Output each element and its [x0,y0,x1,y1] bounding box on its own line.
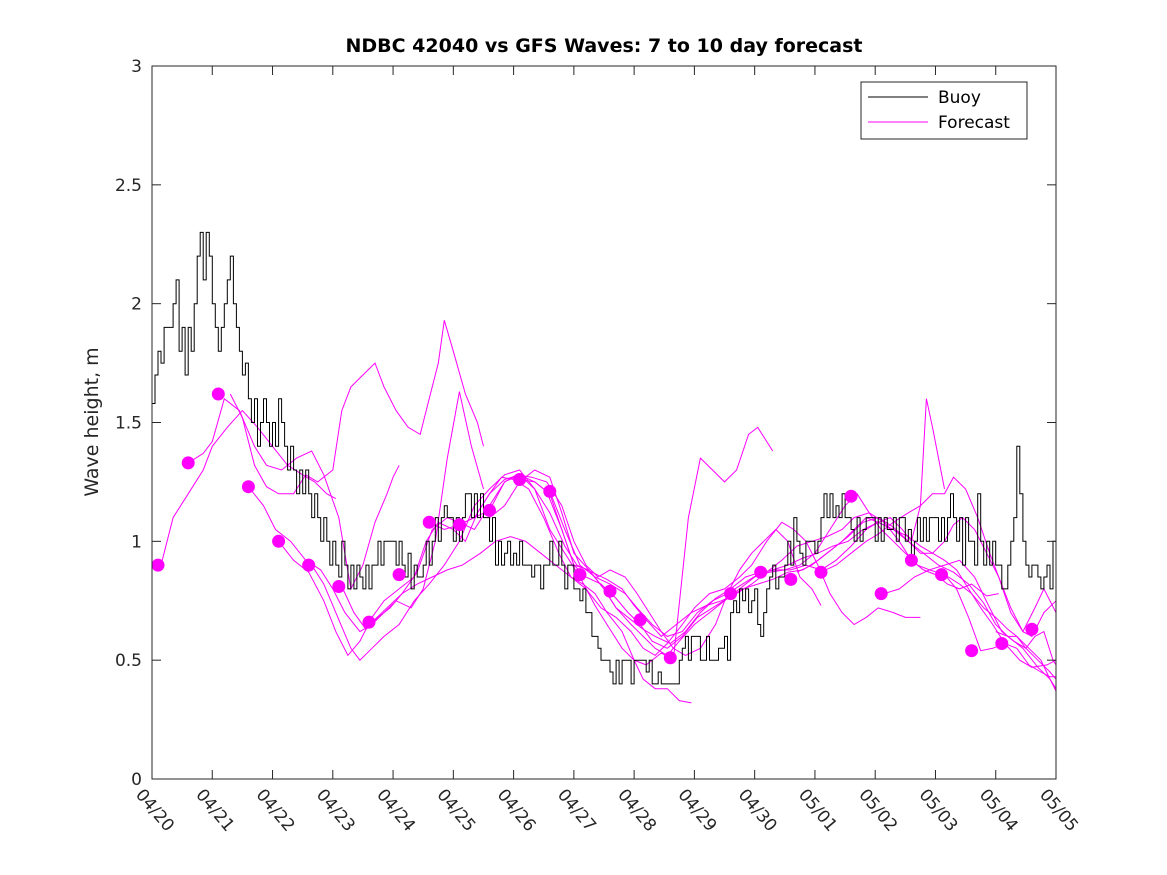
x-tick-label: 04/21 [191,785,238,835]
x-tick-label: 05/05 [1035,785,1082,835]
forecast-line-2 [187,397,400,591]
forecast-marker-1 [151,558,165,572]
forecast-line-7 [341,521,921,657]
x-tick-label: 05/01 [794,785,841,835]
forecast-line-1 [160,409,337,566]
forecast-marker-3 [211,387,225,401]
forecast-line-14 [796,516,1056,638]
forecast-marker-6 [302,558,316,572]
forecast-marker-27 [965,644,979,658]
x-tick-label: 04/24 [372,785,419,835]
forecast-marker-4 [241,480,255,494]
forecast-marker-7 [332,580,346,593]
y-tick-label: 2 [131,295,142,315]
forecast-marker-14 [543,484,557,498]
forecast-marker-15 [573,568,587,582]
forecast-marker-29 [1025,622,1039,636]
forecast-marker-26 [935,568,948,582]
x-tick-label: 04/29 [674,785,721,835]
forecast-line-16 [884,569,1056,689]
y-tick-label: 1 [131,532,142,552]
forecast-marker-18 [663,651,677,665]
x-tick-label: 04/30 [734,785,781,835]
forecast-marker-11 [452,518,466,532]
forecast-line-18 [995,630,1056,666]
forecast-marker-24 [874,587,888,601]
forecast-marker-19 [724,587,738,601]
legend-box [860,81,1028,140]
legend-forecast-label: Forecast [938,113,1010,133]
y-tick-label: 3 [131,57,142,77]
y-tick-label: 0.5 [115,651,142,671]
forecast-marker-12 [483,503,496,517]
forecast-marker-5 [272,534,286,548]
legend-buoy-label: Buoy [938,88,981,108]
forecast-marker-22 [814,565,828,579]
forecast-line-3 [229,320,484,495]
y-axis: 0 0.5 1 1.5 2 2.5 3 [115,57,1056,790]
forecast-marker-28 [995,637,1009,650]
y-tick-label: 2.5 [115,176,142,196]
forecast-line-6 [311,426,774,666]
chart-title: NDBC 42040 vs GFS Waves: 7 to 10 day for… [345,35,862,57]
legend: Buoy Forecast [860,81,1028,140]
x-tick-label: 04/23 [312,785,359,835]
x-tick-label: 04/22 [252,785,299,835]
forecast-marker-2 [181,456,195,470]
y-tick-label: 0 [131,770,142,790]
x-tick-label: 04/26 [493,785,540,835]
forecast-marker-8 [362,615,376,629]
forecast-marker-20 [754,565,768,579]
x-tick-label: 04/28 [613,785,660,835]
x-tick-label: 04/20 [131,785,178,835]
forecast-line-15 [820,476,1056,633]
x-tick-label: 05/03 [915,785,962,835]
forecast-marker-17 [633,613,647,627]
y-tick-label: 1.5 [115,414,142,434]
y-axis-label: Wave height, m [81,347,103,496]
forecast-marker-10 [422,515,436,529]
x-tick-label: 05/02 [854,785,901,835]
forecast-marker-13 [513,473,527,486]
forecast-marker-16 [603,584,617,598]
plot-area [152,66,1056,779]
x-tick-label: 04/25 [433,785,480,835]
forecast-marker-25 [904,553,918,567]
forecast-marker-9 [392,568,406,582]
forecast-marker-23 [844,489,858,503]
x-tick-label: 05/04 [975,785,1022,835]
marker-layer [151,387,1039,665]
forecast-marker-21 [784,572,798,586]
x-tick-label: 04/27 [553,785,600,835]
